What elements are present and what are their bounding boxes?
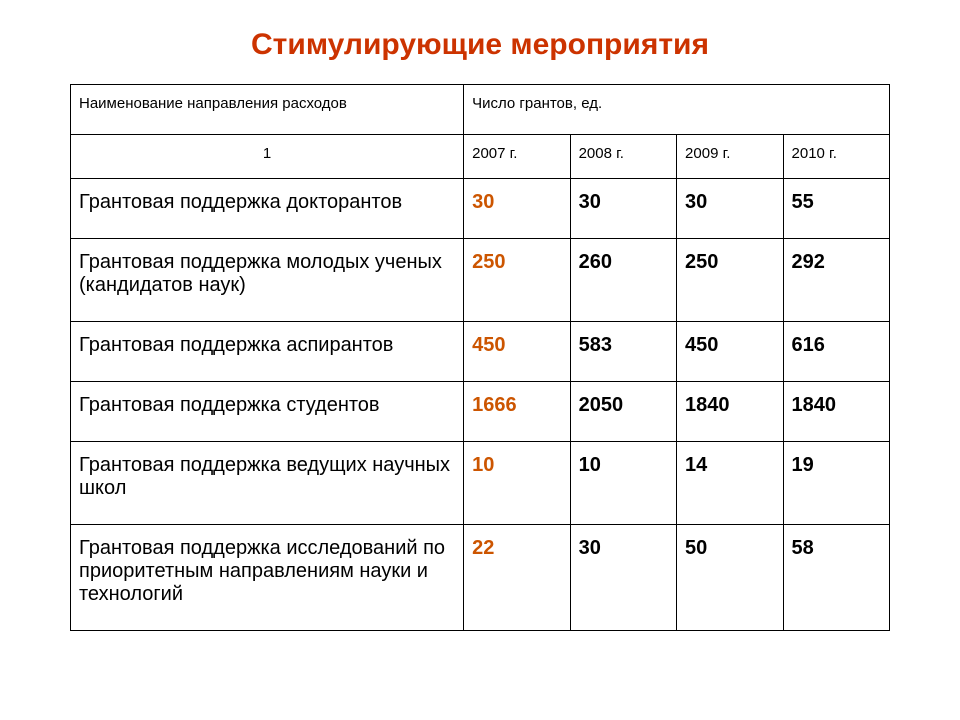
table-row: Грантовая поддержка студентов16662050184…: [71, 382, 890, 442]
row-value: 250: [464, 239, 570, 322]
row-value: 1840: [783, 382, 889, 442]
subheader-1: 1: [71, 135, 464, 179]
row-value: 30: [677, 179, 783, 239]
row-value: 616: [783, 322, 889, 382]
row-value: 10: [570, 442, 676, 525]
table-row: Грантовая поддержка ведущих научных школ…: [71, 442, 890, 525]
table-row: Грантовая поддержка аспирантов4505834506…: [71, 322, 890, 382]
table-body: Грантовая поддержка докторантов30303055Г…: [71, 179, 890, 631]
grants-table: Наименование направления расходов Число …: [70, 84, 890, 631]
row-name: Грантовая поддержка студентов: [71, 382, 464, 442]
row-value: 583: [570, 322, 676, 382]
page-title: Стимулирующие мероприятия: [70, 28, 890, 62]
year-header-2007: 2007 г.: [464, 135, 570, 179]
row-value: 30: [570, 179, 676, 239]
row-value: 30: [464, 179, 570, 239]
row-name: Грантовая поддержка ведущих научных школ: [71, 442, 464, 525]
table-row: Грантовая поддержка докторантов30303055: [71, 179, 890, 239]
row-value: 19: [783, 442, 889, 525]
row-value: 14: [677, 442, 783, 525]
year-header-2008: 2008 г.: [570, 135, 676, 179]
row-name: Грантовая поддержка докторантов: [71, 179, 464, 239]
row-value: 292: [783, 239, 889, 322]
row-value: 250: [677, 239, 783, 322]
table-row: Грантовая поддержка молодых ученых (канд…: [71, 239, 890, 322]
row-value: 1666: [464, 382, 570, 442]
row-value: 58: [783, 525, 889, 631]
row-name: Грантовая поддержка аспирантов: [71, 322, 464, 382]
row-value: 22: [464, 525, 570, 631]
row-value: 10: [464, 442, 570, 525]
row-value: 50: [677, 525, 783, 631]
col-header-count: Число грантов, ед.: [464, 85, 890, 135]
row-value: 2050: [570, 382, 676, 442]
row-value: 260: [570, 239, 676, 322]
table-row: Грантовая поддержка исследований по прио…: [71, 525, 890, 631]
row-value: 55: [783, 179, 889, 239]
row-value: 450: [464, 322, 570, 382]
row-name: Грантовая поддержка молодых ученых (канд…: [71, 239, 464, 322]
row-value: 450: [677, 322, 783, 382]
year-header-2010: 2010 г.: [783, 135, 889, 179]
row-value: 1840: [677, 382, 783, 442]
row-name: Грантовая поддержка исследований по прио…: [71, 525, 464, 631]
row-value: 30: [570, 525, 676, 631]
col-header-name: Наименование направления расходов: [71, 85, 464, 135]
year-header-2009: 2009 г.: [677, 135, 783, 179]
